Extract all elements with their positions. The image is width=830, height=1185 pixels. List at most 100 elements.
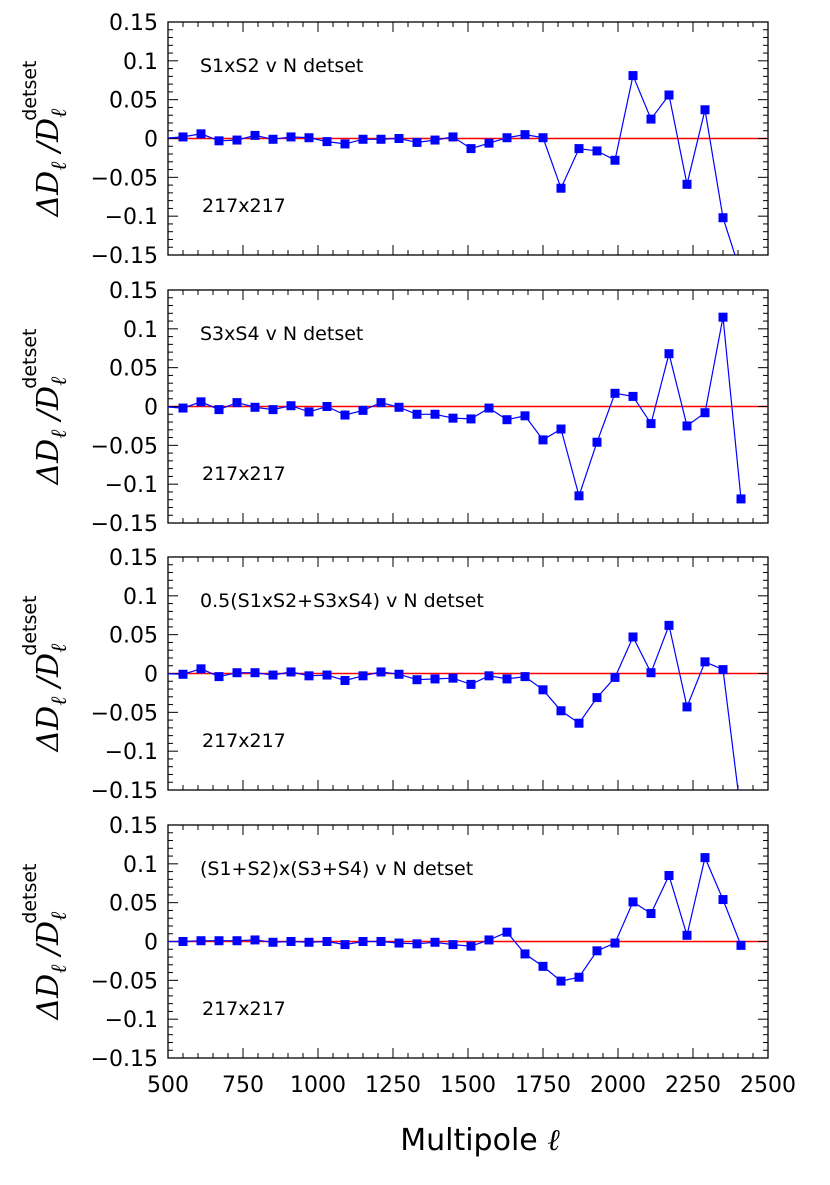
data-point <box>664 90 674 100</box>
data-point <box>286 132 296 142</box>
ylabel-denom: D <box>31 921 66 946</box>
data-point <box>232 135 242 145</box>
panel-annotation: 217x217 <box>202 463 286 485</box>
data-point <box>214 672 224 682</box>
data-point <box>502 927 512 937</box>
x-tick-label: 2000 <box>590 1073 646 1098</box>
ylabel-sub2: ℓ <box>47 376 72 386</box>
data-point <box>358 405 368 415</box>
data-point <box>628 897 638 907</box>
data-point <box>502 133 512 143</box>
data-point <box>736 494 746 504</box>
data-point <box>196 936 206 946</box>
data-point <box>574 491 584 501</box>
y-axis-label: ΔDℓ /Dℓdetset <box>19 328 72 485</box>
data-point <box>592 693 602 703</box>
data-point <box>574 718 584 728</box>
y-tick-label: −0.15 <box>91 244 158 269</box>
data-point <box>196 129 206 139</box>
data-point <box>700 105 710 115</box>
data-point <box>610 388 620 398</box>
plot-frame <box>167 21 769 256</box>
data-point <box>466 941 476 951</box>
data-point <box>718 895 728 905</box>
x-tick-label: 1000 <box>290 1073 346 1098</box>
data-point <box>538 133 548 143</box>
data-point <box>376 667 386 677</box>
data-point <box>412 409 422 419</box>
data-point <box>484 935 494 945</box>
panel-title: 0.5(S1xS2+S3xS4) v N detset <box>200 590 484 612</box>
data-point <box>250 935 260 945</box>
data-point <box>286 667 296 677</box>
y-tick-label: −0.1 <box>105 205 158 230</box>
data-point <box>664 349 674 359</box>
data-point <box>304 671 314 681</box>
plot-frame <box>167 289 769 524</box>
data-point <box>232 668 242 678</box>
data-point <box>556 976 566 986</box>
data-point <box>250 668 260 678</box>
ylabel-sub: ℓ <box>47 964 72 974</box>
data-point <box>394 402 404 412</box>
ylabel-sub2: ℓ <box>47 911 72 921</box>
data-point <box>664 870 674 880</box>
y-tick-label: −0.05 <box>91 701 158 726</box>
data-point <box>484 138 494 148</box>
x-tick-label: 1500 <box>440 1073 496 1098</box>
data-point <box>286 937 296 946</box>
data-point <box>592 437 602 447</box>
data-point <box>250 130 260 140</box>
y-tick-label: 0.05 <box>109 624 158 649</box>
x-tick-label: 2250 <box>665 1073 721 1098</box>
data-point <box>700 657 710 667</box>
data-point <box>466 414 476 424</box>
data-point <box>556 706 566 716</box>
y-tick-label: −0.05 <box>91 969 158 994</box>
y-tick-label: 0.1 <box>123 585 158 610</box>
y-tick-label: −0.05 <box>91 434 158 459</box>
data-point <box>592 146 602 156</box>
data-point <box>520 672 530 682</box>
y-axis-label: ΔDℓ /Dℓdetset <box>19 60 72 217</box>
y-axis-label: ΔDℓ /Dℓdetset <box>19 863 72 1020</box>
data-point <box>412 675 422 685</box>
y-tick-label: −0.15 <box>91 512 158 537</box>
data-point <box>484 403 494 413</box>
data-point <box>448 673 458 683</box>
data-point <box>178 132 188 142</box>
data-point <box>358 671 368 681</box>
data-point <box>214 405 224 415</box>
ylabel-denom: D <box>31 653 66 678</box>
y-tick-label: 0.05 <box>109 892 158 917</box>
y-axis-label: ΔDℓ /Dℓdetset <box>19 595 72 752</box>
y-tick-label: −0.1 <box>105 473 158 498</box>
data-point <box>718 312 728 322</box>
data-point <box>700 853 710 863</box>
xlabel-symbol: ℓ <box>547 1123 560 1158</box>
data-point <box>592 946 602 956</box>
data-point <box>304 407 314 417</box>
data-point <box>700 408 710 418</box>
x-tick-label: 1750 <box>515 1073 571 1098</box>
data-point <box>304 133 314 143</box>
y-tick-label: −0.15 <box>91 779 158 804</box>
panel-4: 0.15 0.1 0.05 0 −0.05 −0.1 −0.15 (S1+S2)x(S3+S4… <box>19 814 769 1072</box>
x-tick-label: 750 <box>222 1073 264 1098</box>
data-point <box>178 403 188 413</box>
data-point <box>232 398 242 408</box>
data-point <box>322 670 332 680</box>
data-point <box>628 391 638 401</box>
data-point <box>448 940 458 950</box>
ylabel-sub: ℓ <box>47 696 72 706</box>
ylabel-sup: detset <box>19 863 41 923</box>
data-point <box>376 937 386 946</box>
data-point <box>466 144 476 154</box>
data-point <box>646 668 656 678</box>
data-point <box>628 632 638 642</box>
data-point <box>538 435 548 445</box>
panel-2: 0.15 0.1 0.05 0 −0.05 −0.1 −0.15 S3xS4 v N dets… <box>19 279 769 537</box>
y-tick-label: 0.15 <box>109 279 158 304</box>
series-line <box>168 73 736 255</box>
